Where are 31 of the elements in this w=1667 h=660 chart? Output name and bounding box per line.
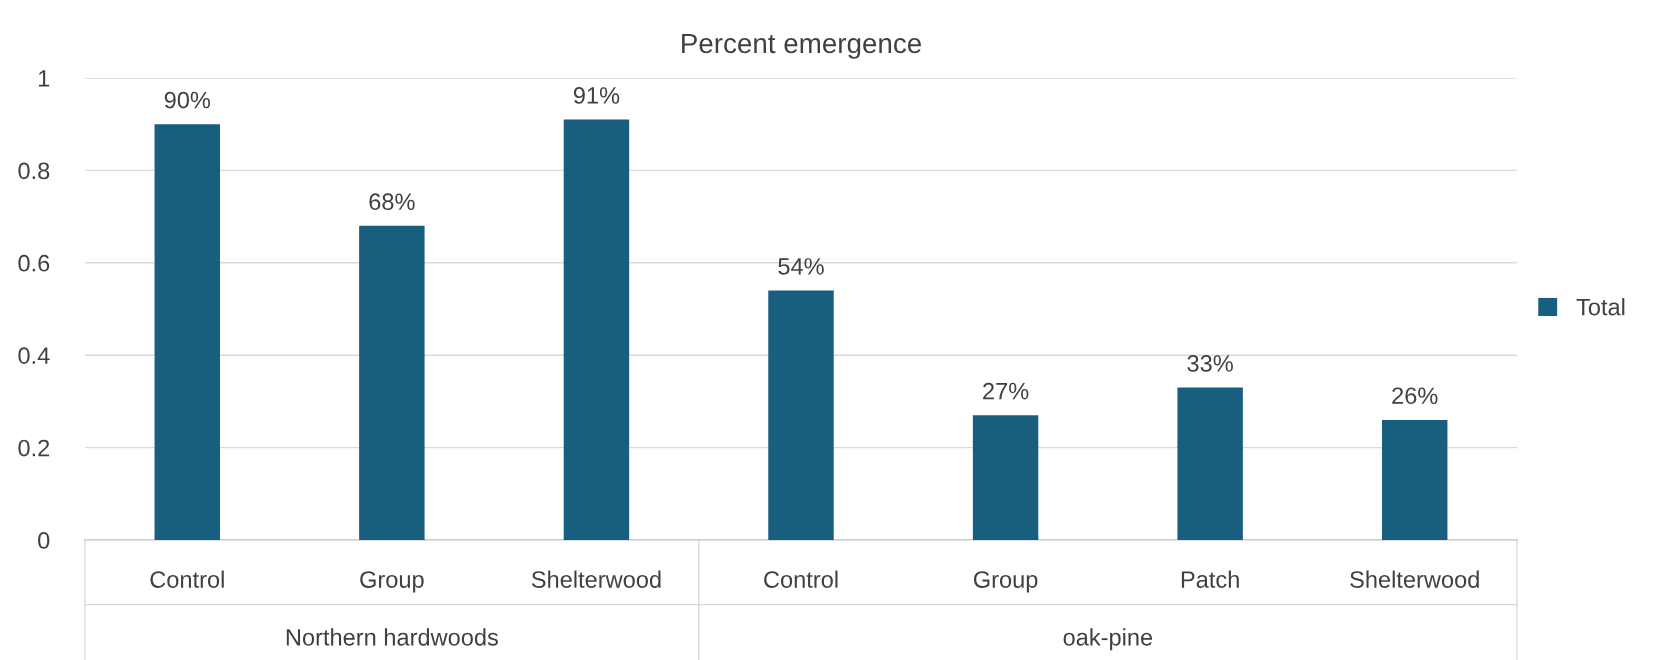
bar (972, 415, 1039, 540)
legend-label: Total (1576, 298, 1625, 316)
y-tick-label: 0 (38, 532, 50, 549)
chart-title: Percent emergence (682, 33, 921, 59)
text: oak-pine (1063, 628, 1153, 651)
y-tick-label: 0.4 (18, 347, 50, 364)
bar (1381, 419, 1448, 540)
bar (154, 124, 221, 540)
data-label: 54% (778, 258, 824, 275)
data-label: 91% (573, 87, 620, 104)
y-tick-label: 0.2 (18, 439, 50, 457)
x-tick-label: Shelterwood (1350, 570, 1479, 588)
bar (1177, 387, 1243, 540)
data-label: 68% (369, 193, 415, 211)
y-tick-label: 0.8 (18, 162, 50, 180)
x-tick-label: Group (360, 571, 424, 593)
data-label: 33% (1187, 355, 1233, 372)
bar (359, 225, 425, 540)
x-tick-label: Group (973, 571, 1038, 593)
bar (768, 290, 834, 540)
text: Northern hardwoods (286, 628, 498, 646)
x-tick-label: Shelterwood (531, 570, 661, 588)
data-label: 90% (164, 91, 211, 109)
y-tick-label: 1 (38, 70, 50, 87)
x-tick-label: Control (150, 570, 224, 588)
x-tick-label: Patch (1181, 570, 1239, 588)
data-label: 26% (1392, 387, 1438, 405)
y-tick-label: 0.6 (18, 254, 50, 272)
data-label: 27% (983, 382, 1029, 400)
x-tick-label: Control (764, 570, 838, 588)
bar (563, 119, 630, 540)
